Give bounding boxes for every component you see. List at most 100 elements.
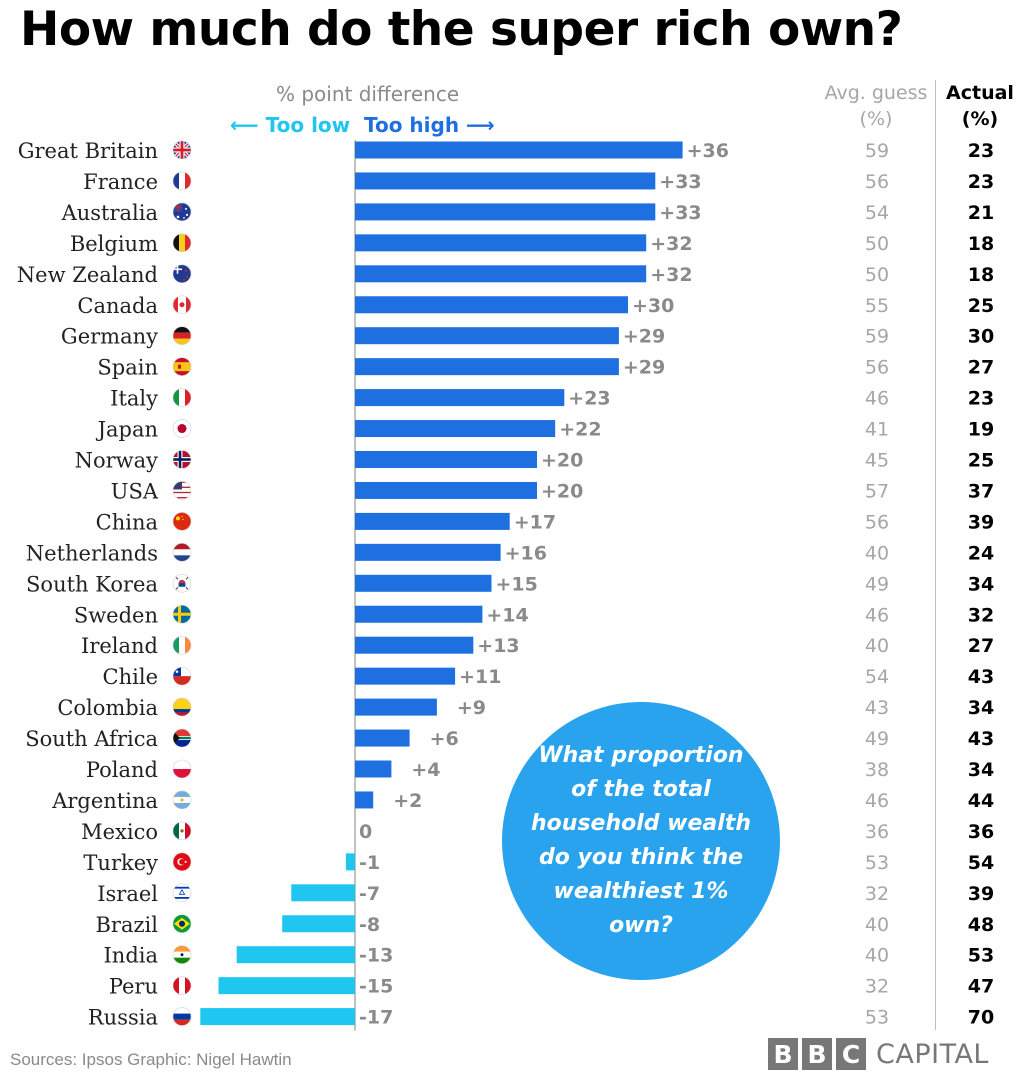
bar bbox=[355, 389, 565, 407]
india-flag-icon bbox=[172, 945, 192, 965]
value-label: +32 bbox=[650, 233, 692, 255]
country-label: South Korea bbox=[26, 572, 158, 596]
country-label: France bbox=[83, 170, 158, 194]
bar bbox=[355, 451, 537, 468]
bar bbox=[355, 729, 410, 747]
bar bbox=[355, 481, 537, 499]
actual-value: 23 bbox=[968, 171, 994, 193]
belgium-flag-icon bbox=[172, 233, 192, 253]
actual-value: 18 bbox=[968, 233, 994, 255]
avg-guess-value: 59 bbox=[865, 140, 889, 162]
country-label: Argentina bbox=[51, 789, 158, 813]
value-label: 0 bbox=[359, 821, 372, 843]
australia-flag-icon bbox=[172, 202, 192, 222]
country-label: Sweden bbox=[74, 603, 158, 627]
bar bbox=[345, 853, 355, 871]
actual-value: 43 bbox=[968, 666, 994, 688]
bar bbox=[291, 884, 355, 902]
country-label: Netherlands bbox=[26, 541, 158, 565]
chile-flag-icon bbox=[172, 666, 192, 686]
bar bbox=[355, 605, 483, 623]
country-label: Australia bbox=[61, 201, 158, 225]
spain-flag-icon bbox=[172, 357, 192, 376]
mexico-flag-icon bbox=[172, 821, 192, 841]
avg-guess-value: 53 bbox=[865, 852, 889, 874]
bar bbox=[200, 1008, 355, 1026]
value-label: +16 bbox=[505, 542, 547, 564]
bar bbox=[355, 420, 556, 438]
brazil-flag-icon bbox=[172, 914, 192, 934]
avg-guess-value: 46 bbox=[865, 388, 889, 410]
avg-guess-value: 59 bbox=[865, 326, 889, 348]
avg-guess-value: 45 bbox=[865, 450, 889, 472]
actual-value: 25 bbox=[968, 450, 994, 472]
actual-value: 47 bbox=[968, 976, 994, 998]
country-label: Mexico bbox=[81, 820, 158, 844]
country-label: Russia bbox=[88, 1006, 158, 1030]
israel-flag-icon bbox=[172, 883, 192, 903]
avg-guess-value: 43 bbox=[865, 697, 889, 719]
japan-flag-icon bbox=[172, 419, 192, 438]
colombia-flag-icon bbox=[172, 697, 192, 717]
russia-flag-icon bbox=[172, 1007, 192, 1026]
bar bbox=[355, 358, 619, 376]
country-label: Italy bbox=[110, 387, 158, 411]
argentina-flag-icon bbox=[172, 790, 192, 810]
avg-guess-value: 53 bbox=[865, 1007, 889, 1029]
bar bbox=[218, 977, 355, 995]
avg-guess-value: 56 bbox=[865, 357, 889, 379]
country-label: Turkey bbox=[83, 851, 158, 875]
bar bbox=[355, 667, 456, 685]
country-label: Chile bbox=[103, 665, 158, 689]
value-label: +20 bbox=[541, 450, 583, 472]
value-label: +23 bbox=[568, 388, 610, 410]
actual-value: 30 bbox=[968, 326, 994, 348]
avg-guess-value: 50 bbox=[865, 264, 889, 286]
italy-flag-icon bbox=[172, 388, 192, 407]
country-label: USA bbox=[111, 479, 159, 503]
bbc-capital-logo: B B C CAPITAL bbox=[768, 1038, 989, 1070]
country-label: Israel bbox=[97, 882, 158, 906]
bar bbox=[355, 791, 374, 809]
value-label: +13 bbox=[477, 635, 519, 657]
value-label: +2 bbox=[393, 790, 422, 812]
france-flag-icon bbox=[172, 171, 192, 191]
column-divider bbox=[935, 80, 936, 1030]
germany-flag-icon bbox=[172, 326, 192, 346]
bar bbox=[355, 265, 647, 283]
value-label: +32 bbox=[650, 264, 692, 286]
country-label: Colombia bbox=[57, 696, 158, 720]
axis-subtitle: % point difference bbox=[276, 82, 460, 106]
too-low-label: ⟵ Too low bbox=[230, 113, 351, 137]
actual-value: 19 bbox=[968, 419, 994, 441]
country-label: South Africa bbox=[25, 727, 158, 751]
country-label: Poland bbox=[86, 758, 158, 782]
avg-guess-value: 38 bbox=[865, 759, 889, 781]
actual-value: 34 bbox=[968, 759, 994, 781]
bar bbox=[282, 915, 355, 933]
chart-title: How much do the super rich own? bbox=[20, 2, 903, 57]
bar bbox=[355, 141, 683, 159]
south-africa-flag-icon bbox=[172, 728, 192, 748]
avg-guess-value: 36 bbox=[865, 821, 889, 843]
usa-flag-icon bbox=[172, 481, 192, 500]
avg-guess-value: 40 bbox=[865, 945, 889, 967]
value-label: -1 bbox=[359, 852, 380, 874]
value-label: +22 bbox=[559, 419, 601, 441]
actual-value: 34 bbox=[968, 573, 994, 595]
bar bbox=[236, 946, 355, 964]
sources-credit: Sources: Ipsos Graphic: Nigel Hawtin bbox=[10, 1050, 292, 1069]
bar bbox=[355, 760, 392, 778]
avg-guess-unit: (%) bbox=[859, 108, 893, 130]
china-flag-icon bbox=[172, 512, 192, 531]
actual-value: 53 bbox=[968, 945, 994, 967]
actual-header: Actual bbox=[946, 82, 1014, 104]
avg-guess-value: 46 bbox=[865, 790, 889, 812]
country-label: India bbox=[104, 944, 159, 968]
actual-value: 18 bbox=[968, 264, 994, 286]
avg-guess-value: 49 bbox=[865, 728, 889, 750]
peru-flag-icon bbox=[172, 976, 192, 995]
logo-letter: B bbox=[768, 1038, 798, 1070]
too-high-label: Too high ⟶ bbox=[364, 113, 495, 137]
avg-guess-value: 50 bbox=[865, 233, 889, 255]
